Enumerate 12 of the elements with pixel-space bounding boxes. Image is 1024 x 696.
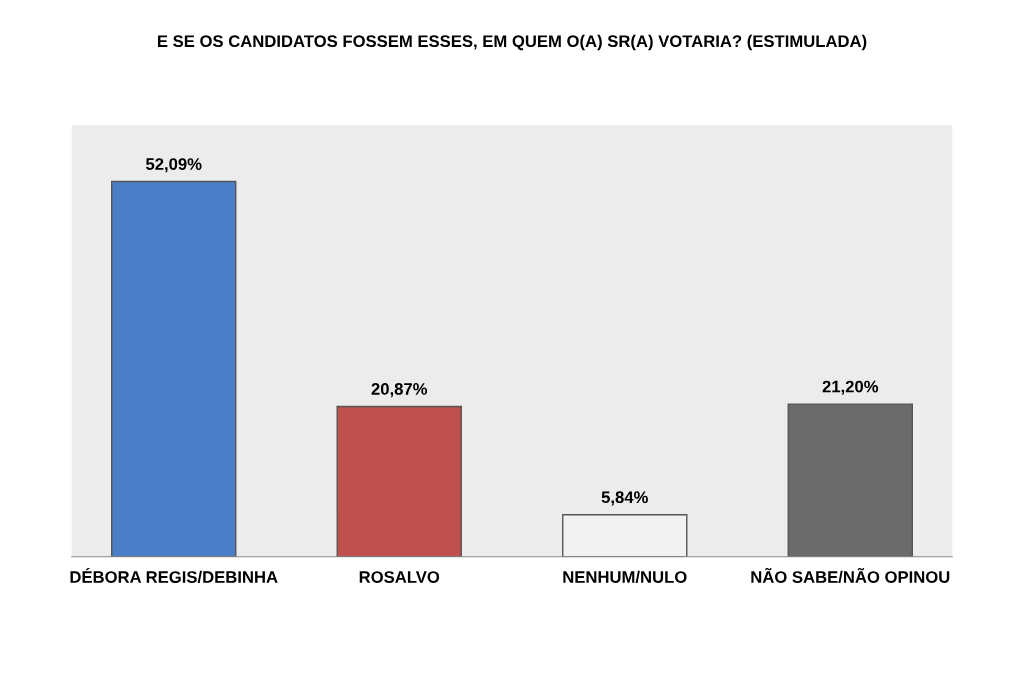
bar: [336, 405, 462, 557]
bar: [787, 403, 913, 557]
data-label: 20,87%: [371, 383, 428, 398]
x-tick-label: ROSALVO: [359, 571, 440, 583]
data-label: 21,20%: [822, 380, 879, 395]
chart-title: E SE OS CANDIDATOS FOSSEM ESSES, EM QUEM O(A) SR(A) VOTARIA? (ESTIMULADA): [158, 34, 867, 51]
x-tick-label: NENHUM/NULO: [563, 570, 687, 584]
data-label: 52,09%: [145, 158, 202, 173]
bar: [111, 180, 237, 557]
x-tick-label: DÉBORA REGIS/DEBINHA: [70, 568, 278, 584]
x-tick-label: NÃO SABE/NÃO OPINOU: [751, 567, 950, 584]
data-label: 5,84%: [601, 491, 648, 506]
